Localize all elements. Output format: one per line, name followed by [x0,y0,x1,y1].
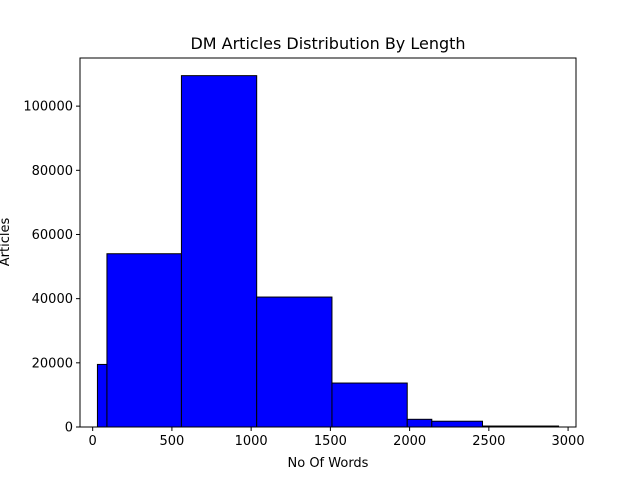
y-tick-label: 80000 [32,164,73,179]
x-tick-label: 1500 [314,434,347,449]
plot-frame [79,57,577,428]
histogram-bar-2 [180,75,258,428]
y-tick-label: 100000 [23,100,73,115]
y-tick-label: 0 [65,421,73,436]
x-axis-ticks: 0 500 1000 1500 2000 2500 3000 [89,427,585,449]
bars-group [96,75,560,428]
histogram-bar-6 [431,420,484,428]
x-tick-label: 1000 [235,434,268,449]
histogram-bar-0 [96,363,108,428]
chart-title: DM Articles Distribution By Length [190,34,465,53]
y-tick-label: 60000 [32,228,73,243]
histogram-bar-1 [106,253,182,428]
x-axis-label: No Of Words [288,456,369,471]
y-axis-label: Articles [0,218,13,267]
y-tick-label: 20000 [32,356,73,371]
x-tick-label: 500 [159,434,184,449]
x-tick-label: 3000 [552,434,585,449]
histogram-bar-3 [256,296,333,428]
histogram-bar-4 [331,382,408,428]
y-axis-ticks: 0 20000 40000 60000 80000 100000 [23,100,80,436]
x-tick-label: 0 [89,434,97,449]
x-tick-label: 2500 [472,434,505,449]
histogram-bar-5 [406,418,433,428]
x-tick-label: 2000 [393,434,426,449]
y-tick-label: 40000 [32,292,73,307]
